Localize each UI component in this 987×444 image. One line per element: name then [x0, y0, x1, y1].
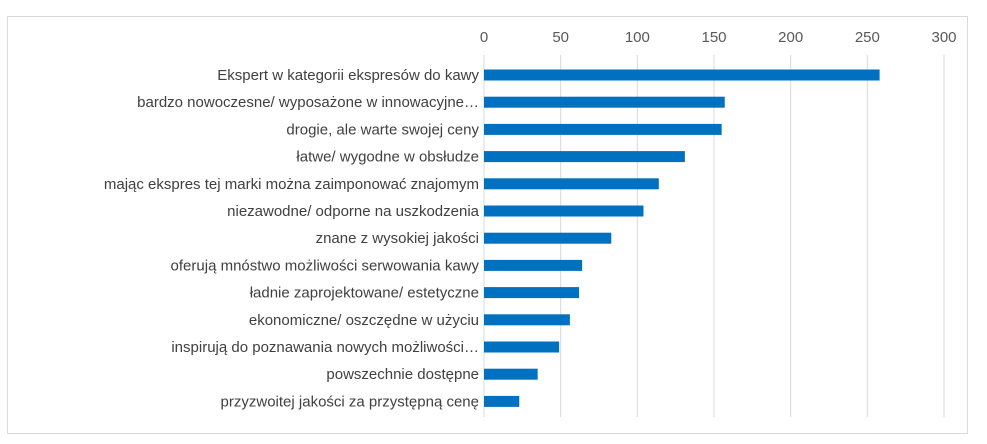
x-tick-label: 0 — [480, 29, 488, 46]
x-tick-label: 50 — [552, 29, 569, 46]
category-label: ładnie zaprojektowane/ estetyczne — [250, 285, 479, 302]
bar — [484, 151, 685, 163]
bar — [484, 341, 560, 353]
bar — [484, 123, 722, 135]
category-label: inspirują do poznawania nowych możliwośc… — [171, 339, 479, 356]
bar — [484, 287, 580, 299]
x-tick-label: 150 — [701, 29, 726, 46]
bar — [484, 96, 725, 108]
bar-chart: 0 50 100 150 200 250 300 Ekspert w kategorii e… — [104, 29, 957, 417]
category-label: znane z wysokiej jakości — [316, 230, 479, 247]
bar — [484, 232, 612, 244]
category-label: łatwe/ wygodne w obsłudze — [296, 149, 479, 166]
bar — [484, 395, 520, 407]
x-axis-ticks: 0 50 100 150 200 250 300 — [480, 29, 957, 46]
category-label: bardzo nowoczesne/ wyposażone w innowacy… — [137, 94, 479, 111]
category-label: powszechnie dostępne — [326, 366, 479, 383]
category-label: niezawodne/ odporne na uszkodzenia — [227, 203, 480, 220]
x-tick-label: 300 — [931, 29, 956, 46]
gridlines — [483, 55, 945, 417]
category-label: przyzwoitej jakości za przystępną cenę — [221, 393, 479, 410]
bar — [484, 259, 583, 271]
category-label: drogie, ale warte swojej ceny — [286, 121, 479, 138]
bars — [484, 69, 880, 407]
chart-frame: 0 50 100 150 200 250 300 Ekspert w kategorii e… — [7, 16, 968, 434]
bar — [484, 368, 538, 380]
bar — [484, 69, 880, 81]
bar — [484, 178, 659, 190]
category-label: mając ekspres tej marki można zaimponowa… — [104, 176, 479, 193]
bar — [484, 205, 644, 217]
x-tick-label: 250 — [855, 29, 880, 46]
category-label: oferują mnóstwo możliwości serwowania ka… — [171, 257, 480, 274]
category-labels: Ekspert w kategorii ekspresów do kawy bar… — [104, 67, 480, 410]
x-tick-label: 100 — [625, 29, 650, 46]
bar — [484, 314, 570, 326]
category-label: Ekspert w kategorii ekspresów do kawy — [217, 67, 479, 84]
x-tick-label: 200 — [778, 29, 803, 46]
category-label: ekonomiczne/ oszczędne w użyciu — [249, 312, 479, 329]
